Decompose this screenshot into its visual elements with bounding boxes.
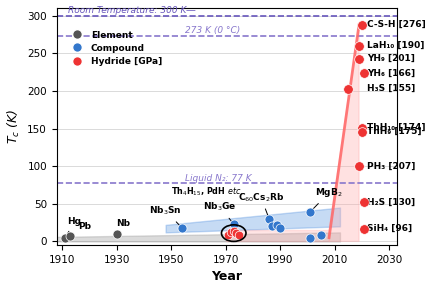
- Point: [358, 125, 365, 130]
- X-axis label: Year: Year: [211, 271, 242, 284]
- Point: [307, 210, 314, 214]
- Text: LaH₁₀ [190]: LaH₁₀ [190]: [367, 41, 425, 50]
- Text: C-S-H [276]: C-S-H [276]: [367, 20, 426, 29]
- Text: C$_{60}$Cs$_2$Rb: C$_{60}$Cs$_2$Rb: [238, 191, 284, 216]
- Text: 273 K (0 °C): 273 K (0 °C): [185, 26, 240, 35]
- Point: [318, 233, 324, 238]
- Point: [274, 223, 281, 227]
- Point: [268, 224, 275, 229]
- Text: Nb$_3$Ge: Nb$_3$Ge: [203, 201, 237, 222]
- Point: [358, 23, 365, 27]
- Text: SiH₄ [96]: SiH₄ [96]: [367, 224, 412, 233]
- Text: Th$_4$H$_{15}$, PdH $etc.$: Th$_4$H$_{15}$, PdH $etc.$: [171, 186, 243, 198]
- Text: Hg: Hg: [66, 217, 82, 236]
- Point: [61, 236, 68, 240]
- Text: H₂S [130]: H₂S [130]: [367, 198, 415, 207]
- Point: [178, 225, 185, 230]
- Text: Nb: Nb: [117, 219, 130, 234]
- Point: [266, 216, 273, 221]
- Text: Liquid N₂: 77 K: Liquid N₂: 77 K: [185, 174, 251, 183]
- Point: [233, 231, 240, 236]
- Y-axis label: $T_c$ (K): $T_c$ (K): [6, 109, 22, 144]
- Point: [230, 222, 237, 226]
- Point: [276, 225, 283, 230]
- Text: ThH₉ [175]: ThH₉ [175]: [367, 127, 422, 136]
- Point: [67, 234, 74, 238]
- Point: [361, 226, 368, 231]
- Point: [345, 86, 352, 91]
- Point: [230, 229, 237, 233]
- Point: [113, 232, 120, 237]
- Point: [356, 56, 362, 61]
- Point: [236, 232, 243, 237]
- Text: Room Temperature: 300 K―: Room Temperature: 300 K―: [67, 6, 195, 15]
- Point: [356, 44, 362, 48]
- Point: [228, 230, 235, 235]
- Text: MgB$_2$: MgB$_2$: [312, 186, 343, 210]
- Legend: Element, Compound, Hydride [GPa]: Element, Compound, Hydride [GPa]: [65, 27, 165, 69]
- Text: H₃S [155]: H₃S [155]: [367, 84, 416, 93]
- Text: Nb$_3$Sn: Nb$_3$Sn: [149, 205, 182, 226]
- Polygon shape: [329, 25, 359, 241]
- Point: [356, 164, 362, 168]
- Point: [225, 233, 232, 238]
- Text: PH₃ [207]: PH₃ [207]: [367, 162, 416, 171]
- Text: Pb: Pb: [73, 222, 92, 236]
- Point: [361, 71, 368, 75]
- Point: [307, 235, 314, 240]
- Point: [358, 129, 365, 134]
- Text: ThH₁₀ [174]: ThH₁₀ [174]: [367, 123, 426, 132]
- Text: YH₆ [166]: YH₆ [166]: [367, 68, 415, 77]
- Point: [361, 200, 368, 205]
- Text: YH₉ [201]: YH₉ [201]: [367, 54, 415, 63]
